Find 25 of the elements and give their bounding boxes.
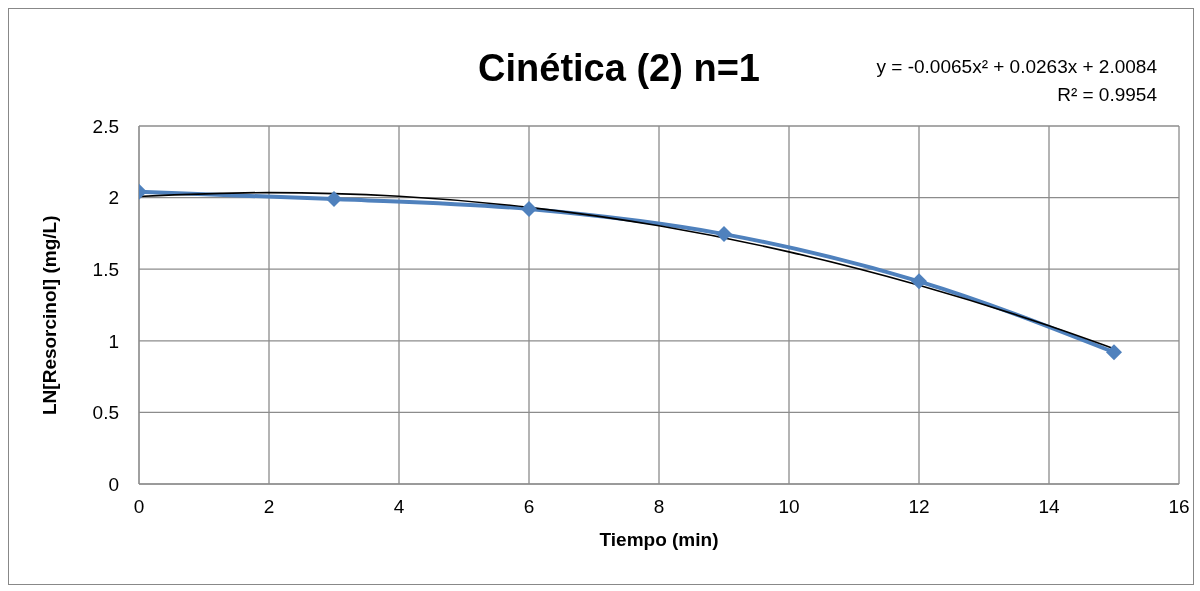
y-axis-title: LN[Resorcinol] (mg/L) — [38, 215, 60, 415]
x-tick-label: 16 — [1168, 496, 1190, 518]
y-tick-label: 2 — [108, 187, 119, 209]
point — [911, 273, 927, 290]
point — [1106, 344, 1122, 361]
y-tick-label: 0 — [108, 473, 119, 495]
chart-title: Cinética (2) n=1 — [477, 47, 761, 90]
point — [716, 226, 732, 243]
x-axis-title: Tiempo (min) — [599, 529, 719, 550]
x-tick-label: 8 — [653, 496, 665, 518]
x-tick-label: 6 — [523, 496, 535, 518]
x-tick-label: 10 — [778, 496, 800, 518]
x-tick-label: 2 — [263, 496, 275, 518]
text: R² = 0.9954 — [1056, 83, 1157, 107]
y-tick-label: 1.5 — [92, 258, 119, 280]
x-tick-label: 4 — [393, 496, 405, 518]
x-tick-label: 14 — [1038, 496, 1060, 518]
y-tick-label: 1 — [108, 330, 119, 352]
point — [521, 201, 537, 218]
x-tick-label: 12 — [908, 496, 930, 518]
y-tick-label: 0.5 — [92, 402, 119, 424]
point — [326, 191, 342, 208]
text: y = -0.0065x² + 0.0263x + 2.0084 — [876, 55, 1157, 79]
x-tick-label: 0 — [133, 496, 145, 518]
y-tick-label: 2.5 — [92, 115, 119, 137]
